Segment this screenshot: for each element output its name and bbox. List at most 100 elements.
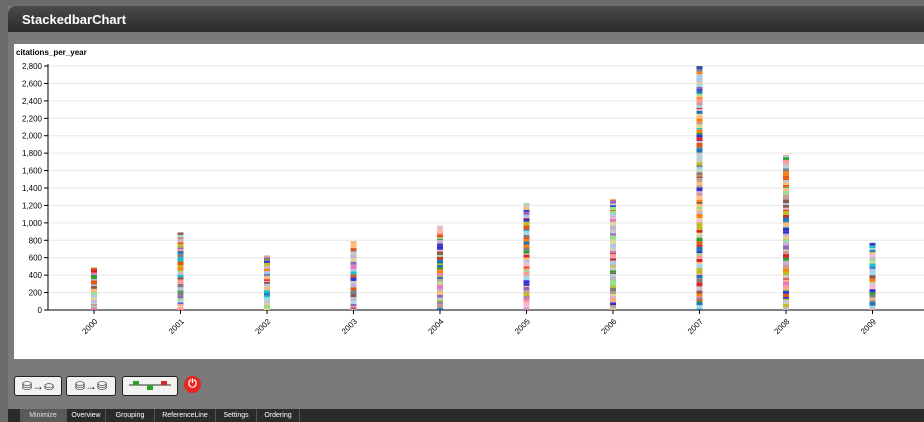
bar-segment-2007-94 [696, 66, 703, 69]
bar-segment-2004-13 [437, 276, 443, 279]
bar-segment-2005-13 [523, 275, 530, 278]
bar-segment-2001-27 [177, 241, 184, 243]
bar-segment-2003-17 [350, 261, 357, 265]
bar-segment-2000-4 [91, 299, 97, 303]
bar-segment-2004-15 [437, 273, 443, 276]
bar-segment-2006-27 [610, 250, 616, 254]
chart-panel: citations_per_year 0 200 400 600 800 1,000 1,2… [14, 44, 924, 359]
bar-segment-2008-25 [783, 236, 789, 239]
bar-segment-2007-30 [696, 229, 703, 233]
bar-segment-2007-15 [696, 273, 703, 275]
bar-segment-2007-54 [696, 172, 703, 176]
bar-segment-2004-28 [437, 238, 443, 240]
bar-segment-2004-18 [437, 264, 443, 268]
bar-segment-2007-59 [696, 158, 703, 163]
bar-segment-2000-10 [91, 284, 97, 286]
bar-segment-2006-47 [610, 200, 616, 204]
bar-segment-2008-9 [783, 285, 789, 289]
bar-segment-2007-65 [696, 141, 703, 143]
tab-grouping[interactable]: Grouping [106, 409, 155, 422]
bar-segment-2007-11 [696, 286, 703, 290]
bar-segment-2007-60 [696, 155, 703, 159]
tab-settings[interactable]: Settings [216, 409, 257, 422]
bar-segment-2008-31 [783, 221, 789, 223]
bar-segment-2007-5 [696, 298, 703, 300]
bar-segment-2002-0 [264, 308, 270, 310]
aggregate-button[interactable]: ⛁→⛀ [14, 376, 62, 396]
bar-segment-2006-19 [610, 266, 616, 271]
bar-segment-2009-21 [869, 253, 876, 258]
x-tick-label: 2006 [599, 317, 618, 336]
bar-segment-2004-14 [437, 275, 443, 277]
bar-segment-2008-11 [783, 279, 789, 282]
bar-segment-2006-13 [610, 283, 616, 286]
bar-segment-2003-13 [350, 274, 357, 278]
bar-segment-2003-19 [350, 255, 357, 259]
bar-segment-2001-15 [177, 272, 184, 275]
x-tick-label: 2008 [772, 317, 791, 336]
bar-segment-2007-27 [696, 237, 703, 242]
bar-segment-2006-37 [610, 221, 616, 224]
bar-segment-2009-12 [869, 278, 876, 282]
bar-segment-2006-17 [610, 272, 616, 274]
bar-segment-2001-8 [177, 290, 184, 292]
bar-segment-2007-1 [696, 305, 703, 309]
bar-segment-2006-28 [610, 249, 616, 251]
bar-segment-2005-38 [523, 211, 530, 215]
bar-segment-2006-33 [610, 233, 616, 236]
bar-segment-2003-9 [350, 287, 357, 290]
bar-segment-2004-7 [437, 290, 443, 295]
bar-segment-2007-61 [696, 152, 703, 156]
bar-segment-2001-28 [177, 238, 184, 242]
bar-segment-2008-42 [783, 192, 789, 195]
bar-segment-2006-36 [610, 223, 616, 226]
bar-segment-2007-73 [696, 118, 703, 122]
bar-segment-2008-41 [783, 194, 789, 198]
bar-segment-2008-19 [783, 254, 789, 258]
bar-segment-2000-6 [91, 294, 97, 298]
bar-segment-2008-56 [783, 157, 789, 160]
bar-segment-2005-30 [523, 234, 530, 238]
bar-segment-2007-35 [696, 213, 703, 219]
bar-segment-2009-25 [869, 245, 876, 248]
power-icon[interactable]: ⏻ [184, 376, 201, 393]
bar-segment-2007-53 [696, 175, 703, 177]
tab-ordering[interactable]: Ordering [257, 409, 300, 422]
bar-segment-2004-12 [437, 278, 443, 282]
y-tick-label: 1,800 [22, 149, 43, 158]
bar-segment-2001-1 [177, 305, 184, 308]
bar-segment-2005-14 [523, 271, 530, 276]
bar-segment-2007-43 [696, 196, 703, 201]
bar-segment-2001-21 [177, 253, 184, 258]
bar-segment-2009-16 [869, 267, 876, 269]
tab-referenceline[interactable]: ReferenceLine [155, 409, 216, 422]
reference-line-button[interactable] [122, 376, 178, 396]
bar-segment-2007-81 [696, 99, 703, 103]
bar-segment-2000-9 [91, 285, 97, 289]
bar-segment-2007-86 [696, 89, 703, 91]
bar-segment-2007-49 [696, 185, 703, 188]
bar-segment-2007-40 [696, 203, 703, 206]
bar-segment-2007-71 [696, 124, 703, 129]
bar-segment-2005-6 [523, 292, 530, 297]
bar-segment-2005-21 [523, 254, 530, 258]
bar-segment-2008-5 [783, 293, 789, 297]
bar-segment-2006-11 [610, 287, 616, 292]
bar-segment-2006-16 [610, 273, 616, 277]
bar-segment-2007-18 [696, 263, 703, 269]
bar-segment-2004-21 [437, 256, 443, 260]
bar-segment-2004-34 [437, 225, 443, 227]
bar-segment-2007-72 [696, 121, 703, 125]
window-titlebar: StackedbarChart [8, 6, 924, 32]
bar-segment-2006-26 [610, 253, 616, 254]
bar-segment-2009-24 [869, 247, 876, 250]
tab-minimize[interactable]: Minimize [20, 409, 67, 422]
bar-segment-2005-17 [523, 266, 530, 269]
bar-segment-2007-41 [696, 202, 703, 204]
disaggregate-button[interactable]: ⛁→⛁ [66, 376, 116, 396]
bar-segment-2000-3 [91, 302, 97, 304]
tab-overview[interactable]: Overview [67, 409, 106, 422]
bar-segment-2000-15 [91, 269, 97, 273]
bar-segment-2007-95 [696, 66, 703, 67]
bar-segment-2008-0 [783, 307, 789, 310]
